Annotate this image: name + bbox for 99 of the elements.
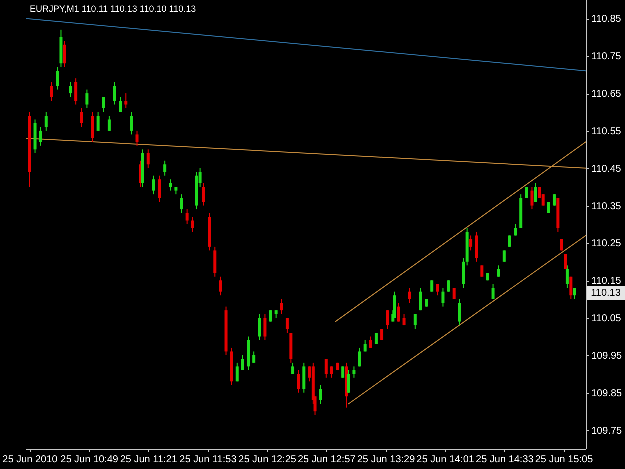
candlestick — [63, 40, 66, 68]
candlestick — [475, 231, 478, 262]
candlestick — [69, 82, 72, 98]
candlestick — [566, 265, 569, 289]
candlestick — [414, 314, 417, 330]
candlestick — [124, 93, 128, 110]
candlestick — [530, 186, 534, 210]
candlestick — [39, 126, 42, 146]
candlestick — [158, 175, 162, 203]
candlestick — [452, 288, 456, 300]
candlestick — [447, 280, 450, 292]
candlestick — [136, 130, 139, 146]
candlestick — [369, 336, 372, 348]
candlestick — [202, 182, 206, 206]
candlestick — [358, 347, 362, 368]
candlestick — [102, 96, 106, 113]
x-tick-label: 25 Jun 2010 — [2, 454, 58, 466]
candlestick — [44, 112, 48, 132]
candlestick — [430, 280, 434, 292]
candlestick — [96, 112, 100, 132]
candlestick — [269, 310, 272, 322]
candlestick — [497, 265, 500, 278]
candlestick — [525, 186, 528, 199]
y-tick-label: 110.75 — [592, 52, 622, 63]
candlestick — [258, 314, 262, 341]
candlestick — [492, 284, 495, 300]
y-tick-label: 110.15 — [592, 276, 622, 288]
candlestick — [480, 265, 484, 278]
candlestick — [56, 66, 60, 90]
candlestick — [564, 254, 568, 270]
candlestick — [164, 160, 167, 176]
x-tick-label: 25 Jun 14:33 — [476, 454, 534, 466]
candlestick — [74, 78, 78, 106]
x-tick-label: 25 Jun 11:21 — [120, 454, 178, 466]
candlestick — [552, 194, 556, 206]
x-tick-label: 25 Jun 11:53 — [180, 454, 238, 466]
candlestick — [419, 288, 422, 312]
candlestick — [386, 310, 390, 330]
candlestick — [330, 366, 334, 378]
y-tick-label: 110.85 — [592, 14, 622, 26]
candlestick — [352, 366, 356, 378]
candlestick — [534, 182, 538, 203]
candlestick — [219, 276, 222, 296]
candlestick — [214, 246, 217, 278]
y-tick-label: 110.45 — [592, 164, 622, 175]
candlestick — [119, 96, 122, 113]
candlestick — [114, 82, 117, 106]
y-tick-label: 110.25 — [592, 238, 622, 250]
candlestick — [408, 288, 412, 304]
candlestick — [458, 298, 462, 326]
candlestick — [347, 370, 350, 394]
candlestick — [319, 384, 322, 405]
candlestick — [130, 112, 134, 136]
candlestick — [573, 288, 576, 300]
candlestick — [462, 258, 466, 289]
candlestick — [297, 370, 300, 394]
candlestick — [264, 314, 267, 341]
y-tick-label: 109.85 — [592, 388, 623, 400]
candlestick — [91, 112, 94, 143]
y-tick-label: 110.55 — [592, 126, 622, 138]
candlestick — [508, 235, 512, 248]
candlestick — [152, 175, 156, 196]
y-tick-label: 110.65 — [592, 89, 622, 100]
candlestick — [86, 89, 89, 110]
candlestick — [236, 362, 239, 382]
candlestick — [146, 149, 150, 169]
candlestick — [394, 291, 397, 319]
y-tick-label: 110.05 — [592, 314, 622, 325]
x-tick-label: 25 Jun 12:57 — [298, 454, 356, 466]
candlestick — [108, 115, 111, 132]
candlestick — [252, 351, 256, 364]
candlestick — [191, 216, 194, 232]
candlestick — [570, 276, 573, 300]
candlestick — [169, 179, 172, 192]
candlestick — [286, 318, 289, 334]
candlestick — [50, 82, 54, 102]
candlestick — [442, 288, 445, 308]
y-tick-label: 109.75 — [592, 426, 623, 437]
candlestick — [302, 362, 306, 394]
candlestick — [470, 235, 473, 252]
text: 110.13 — [591, 288, 622, 300]
x-tick-label: 25 Jun 14:01 — [416, 454, 475, 466]
y-tick-label: 109.95 — [592, 350, 623, 362]
candlestick — [397, 302, 400, 322]
candlestick — [186, 209, 189, 225]
x-tick-label: 25 Jun 15:05 — [535, 454, 594, 466]
candlestick — [342, 366, 345, 378]
chart-title: EURJPY,M1 110.11 110.13 110.10 110.13 — [30, 4, 196, 14]
y-tick-label: 110.35 — [592, 201, 622, 212]
candlestick — [280, 298, 284, 315]
candlestick — [324, 358, 328, 378]
x-tick-label: 25 Jun 13:29 — [357, 454, 416, 466]
x-tick-label: 25 Jun 12:25 — [238, 454, 297, 466]
candlestick — [80, 108, 84, 128]
candlestick — [241, 354, 244, 371]
candlestick — [547, 202, 550, 214]
x-tick-label: 25 Jun 10:49 — [60, 454, 119, 466]
candlestick — [180, 194, 184, 214]
candlestick — [502, 250, 506, 262]
